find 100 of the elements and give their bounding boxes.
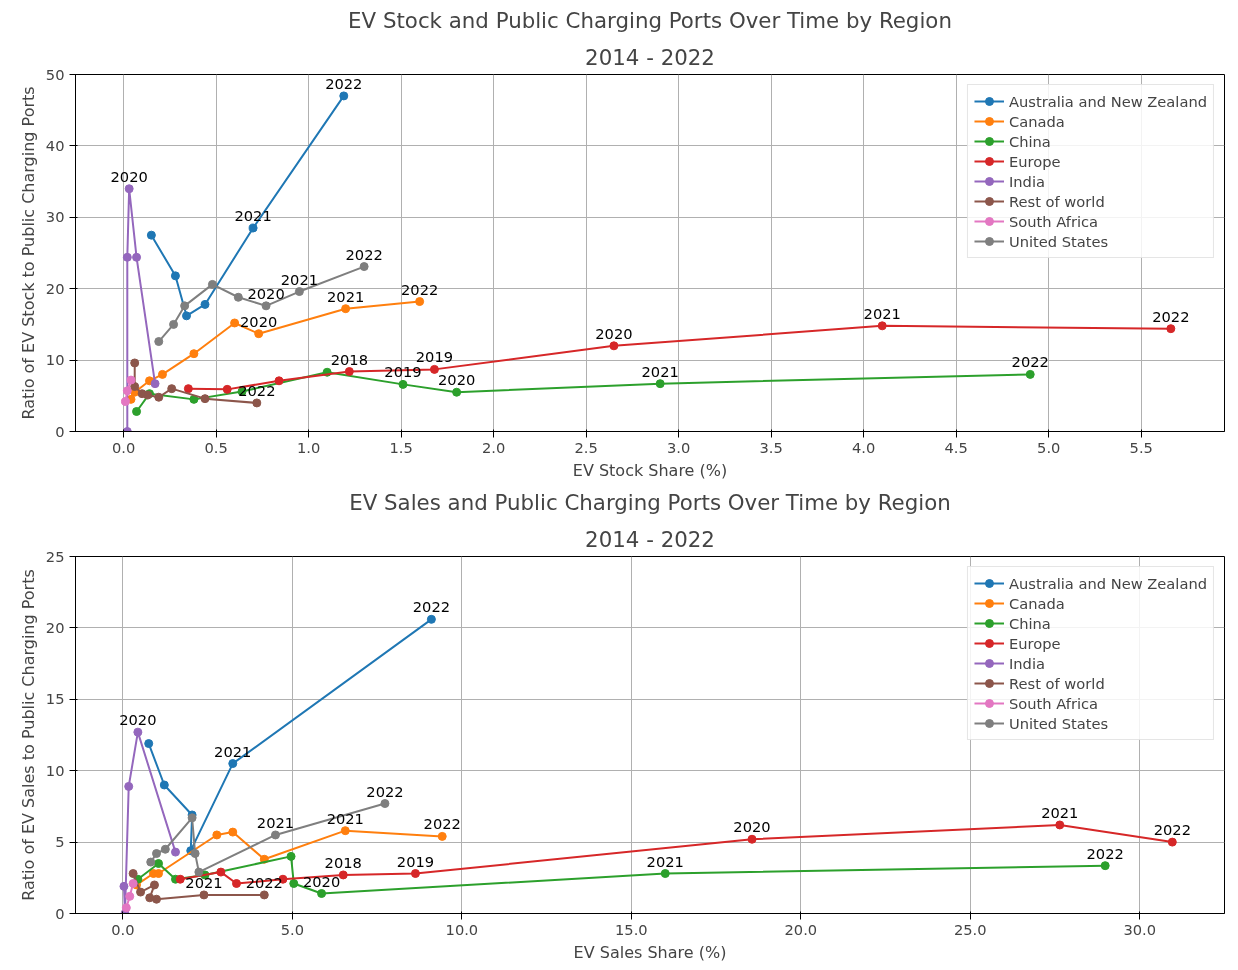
- point: [252, 398, 262, 408]
- point: [1025, 369, 1035, 379]
- annotation: 2020: [595, 324, 633, 342]
- annotation: 2018: [330, 350, 368, 368]
- annotation: 2021: [214, 742, 252, 760]
- x-tick-label: 15.0: [615, 920, 648, 938]
- x-tick-label: 2.5: [574, 438, 598, 456]
- x-axis-title: EV Stock Share (%): [572, 460, 728, 480]
- legend-label: South Africa: [1008, 212, 1099, 230]
- legend-label: India: [1008, 172, 1045, 190]
- annotation: 2022: [423, 815, 461, 833]
- annotation: 2022: [325, 74, 363, 92]
- annotation: 2021: [326, 287, 365, 305]
- x-tick-label: 0.0: [111, 438, 136, 456]
- legend-label: Europe: [1008, 152, 1061, 170]
- annotation: 2021: [185, 873, 223, 891]
- annotation: 2020: [733, 818, 771, 836]
- y-tick-label: 20: [45, 279, 65, 297]
- y-tick-label: 50: [45, 65, 65, 83]
- legend-label: Canada: [1008, 594, 1065, 612]
- point: [154, 337, 164, 347]
- annotation: 2022: [1086, 844, 1124, 862]
- chart-title: EV Stock and Public Charging Ports Over Time by Region: [348, 7, 952, 33]
- annotation: 2022: [401, 280, 439, 298]
- legend-label: India: [1008, 654, 1045, 672]
- x-tick-label: 5.0: [1037, 438, 1061, 456]
- y-axis-title: Ratio of EV Sales to Public Charging Ports: [18, 569, 38, 901]
- legend-label: South Africa: [1008, 694, 1099, 712]
- x-tick-label: 4.0: [852, 438, 876, 456]
- point: [128, 869, 138, 879]
- point: [359, 262, 369, 272]
- legend-label: Australia and New Zealand: [1008, 92, 1207, 110]
- x-tick-label: 3.0: [667, 438, 691, 456]
- legend-label: United States: [1008, 232, 1109, 250]
- y-tick-label: 0: [55, 904, 65, 922]
- annotation: 2022: [1152, 307, 1190, 325]
- point: [121, 903, 131, 913]
- y-tick-label: 0: [55, 422, 65, 440]
- chart-title: EV Sales and Public Charging Ports Over Time by Region: [349, 489, 951, 515]
- point: [259, 890, 269, 900]
- point: [437, 831, 447, 841]
- point: [132, 407, 142, 416]
- annotation: 2020: [119, 711, 157, 729]
- chart-subtitle: 2014 - 2022: [585, 44, 715, 70]
- point: [146, 230, 156, 240]
- annotation: 2022: [345, 245, 383, 263]
- legend-label: Rest of world: [1008, 674, 1105, 692]
- x-tick-label: 5.5: [1129, 438, 1153, 456]
- legend-label: China: [1008, 614, 1051, 632]
- annotation: 2020: [438, 371, 476, 389]
- annotation: 2019: [415, 348, 454, 366]
- x-tick-label: 20.0: [784, 920, 818, 938]
- y-tick-label: 40: [45, 136, 65, 154]
- point: [175, 874, 185, 884]
- point: [128, 879, 138, 888]
- legend-label: Europe: [1008, 634, 1061, 652]
- annotation: 2022: [366, 782, 404, 800]
- x-tick-label: 1.5: [389, 438, 413, 456]
- point: [144, 739, 154, 749]
- y-tick-label: 5: [55, 833, 65, 851]
- x-tick-label: 0.5: [204, 438, 228, 456]
- point: [120, 397, 130, 406]
- legend-label: Australia and New Zealand: [1008, 574, 1207, 592]
- y-tick-label: 10: [45, 351, 65, 369]
- point: [415, 297, 425, 307]
- annotation: 2021: [1041, 803, 1079, 821]
- annotation: 2021: [863, 304, 901, 322]
- annotation: 2021: [326, 809, 364, 827]
- annotation: 2022: [412, 598, 451, 616]
- annotation: 2020: [302, 872, 341, 890]
- point: [130, 358, 140, 368]
- legend-label: Rest of world: [1008, 192, 1105, 210]
- x-tick-label: 10.0: [445, 920, 479, 938]
- point: [1167, 837, 1177, 847]
- legend-label: United States: [1008, 714, 1109, 732]
- legend-label: Canada: [1008, 112, 1065, 130]
- x-tick-label: 5.0: [280, 920, 305, 938]
- x-tick-label: 2.0: [482, 438, 506, 456]
- y-axis-title: Ratio of EV Stock to Public Charging Ports: [18, 86, 38, 420]
- annotation: 2022: [1011, 353, 1049, 371]
- chart-subtitle: 2014 - 2022: [585, 526, 715, 552]
- x-tick-label: 30.0: [1123, 920, 1157, 938]
- point: [170, 847, 180, 857]
- point: [339, 91, 349, 101]
- y-tick-label: 20: [45, 618, 65, 636]
- y-tick-label: 25: [45, 547, 65, 565]
- y-tick-label: 10: [45, 761, 65, 779]
- annotation: 2021: [256, 813, 295, 831]
- point: [146, 857, 156, 867]
- y-tick-label: 15: [45, 690, 65, 708]
- point: [426, 614, 436, 624]
- annotation: 2021: [641, 362, 679, 380]
- x-tick-label: 0.0: [111, 920, 135, 938]
- annotation: 2021: [646, 852, 684, 870]
- annotation: 2020: [240, 312, 278, 330]
- annotation: 2019: [396, 852, 435, 870]
- legend-label: China: [1008, 132, 1051, 150]
- x-tick-label: 3.5: [759, 438, 783, 456]
- x-axis-title: EV Sales Share (%): [573, 942, 727, 962]
- y-tick-label: 30: [45, 208, 65, 226]
